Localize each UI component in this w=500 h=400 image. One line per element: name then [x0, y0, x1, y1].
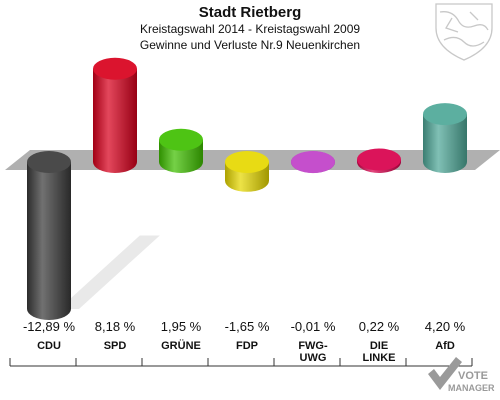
value-label-afd: 4,20 % [425, 319, 466, 334]
bar-cdu [27, 151, 71, 320]
bar-afd [423, 103, 467, 173]
check-icon [428, 357, 462, 390]
category-label-fwg-uwg: UWG [300, 352, 327, 364]
coat-of-arms-icon [435, 3, 493, 61]
bar-fdp [225, 151, 269, 192]
bar-die-linke [357, 148, 401, 173]
bars [27, 57, 467, 320]
bar-spd [93, 57, 137, 173]
logo-line-2: MANAGER [448, 383, 495, 393]
category-label-die-linke: DIE [370, 340, 388, 352]
value-label-die-linke: 0,22 % [359, 319, 400, 334]
value-label-spd: 8,18 % [95, 319, 136, 334]
category-label-cdu: CDU [37, 340, 61, 352]
value-label-cdu: -12,89 % [23, 319, 75, 334]
value-labels: -12,89 % 8,18 % 1,95 % -1,65 % -0,01 % 0,22 %… [23, 319, 466, 334]
chart-subtitle-2: Gewinne und Verluste Nr.9 Neuenkirchen [140, 38, 360, 52]
bar-shadow-cdu [59, 235, 160, 309]
value-label-fwg-uwg: -0,01 % [291, 319, 336, 334]
votemanager-logo: VOTE MANAGER [428, 357, 495, 393]
bar-gr-ne [159, 128, 203, 173]
category-label-gr-ne: GRÜNE [161, 339, 201, 352]
category-label-die-linke: LINKE [363, 352, 396, 364]
category-label-spd: SPD [104, 340, 127, 352]
value-label-fdp: -1,65 % [225, 319, 270, 334]
x-axis-ticks [9, 358, 473, 366]
category-label-afd: AfD [435, 340, 455, 352]
bar-fwg-uwg [291, 151, 335, 174]
bar-shadows [59, 235, 160, 309]
category-label-fdp: FDP [236, 340, 258, 352]
value-label-gr-ne: 1,95 % [161, 319, 202, 334]
logo-line-1: VOTE [458, 370, 488, 382]
category-label-fwg-uwg: FWG- [298, 340, 328, 352]
chart-subtitle-1: Kreistagswahl 2014 - Kreistagswahl 2009 [140, 22, 360, 36]
chart-title: Stadt Rietberg [199, 4, 302, 21]
